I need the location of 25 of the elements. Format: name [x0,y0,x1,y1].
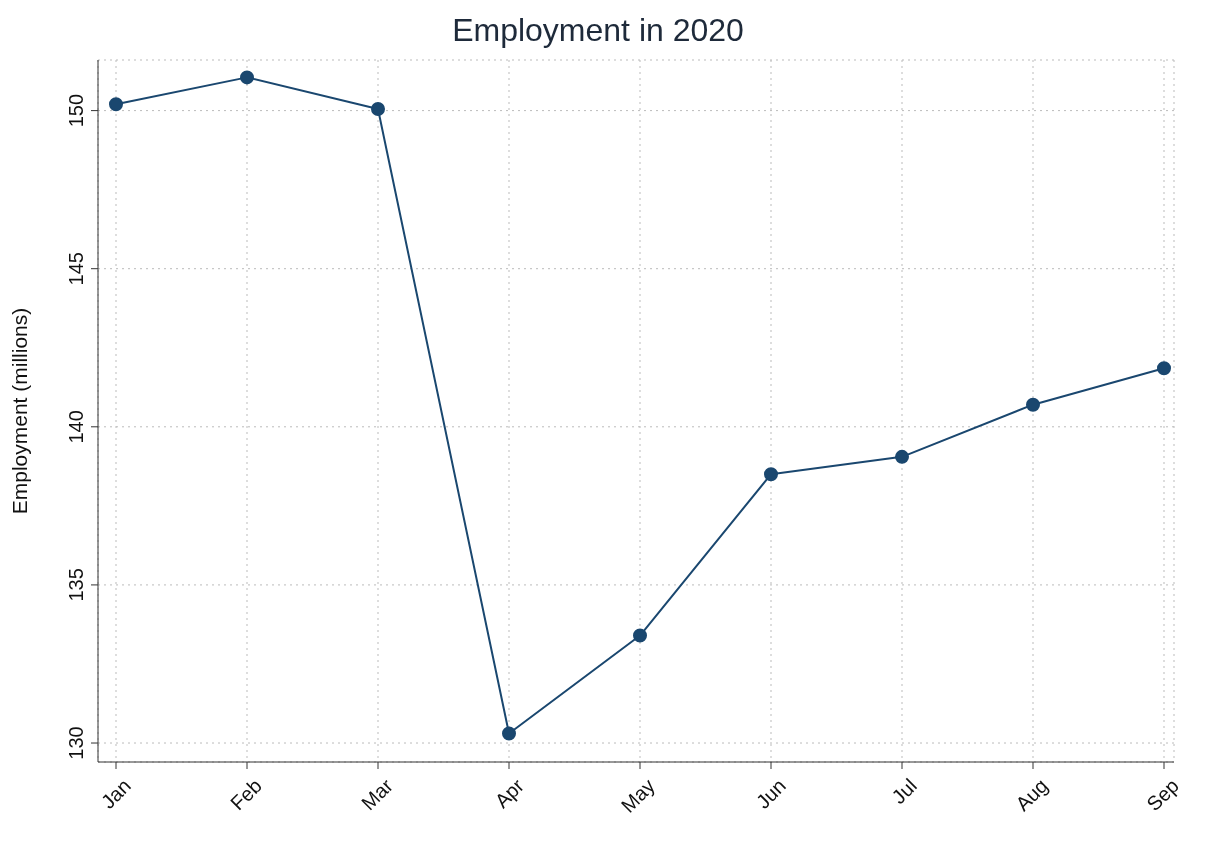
x-tick-label: Feb [226,774,267,815]
x-tick-label: Sep [1142,774,1184,816]
point [240,70,254,85]
point [895,449,909,464]
point [371,102,385,117]
x-tick-label: Jul [887,774,922,809]
y-tick-label: 135 [65,568,87,602]
x-tick-label: Jan [96,774,136,813]
x-tick-label: May [616,774,660,817]
x-tick-label: Mar [357,774,398,815]
point [633,628,647,643]
point [109,97,123,112]
y-tick-label: 145 [65,252,87,286]
point [502,726,516,741]
point [1157,361,1171,376]
x-tick-label: Apr [490,774,529,813]
point [1026,397,1040,412]
y-tick-label: 150 [65,93,87,128]
x-tick-label: Jun [751,774,791,813]
y-tick-label: 130 [65,726,87,760]
chart-title: Employment in 2020 [451,11,745,50]
x-tick-label: Aug [1011,774,1053,816]
y-axis-title: Employment (millions) [8,307,32,515]
point [764,467,778,482]
y-tick-label: 140 [65,410,87,444]
